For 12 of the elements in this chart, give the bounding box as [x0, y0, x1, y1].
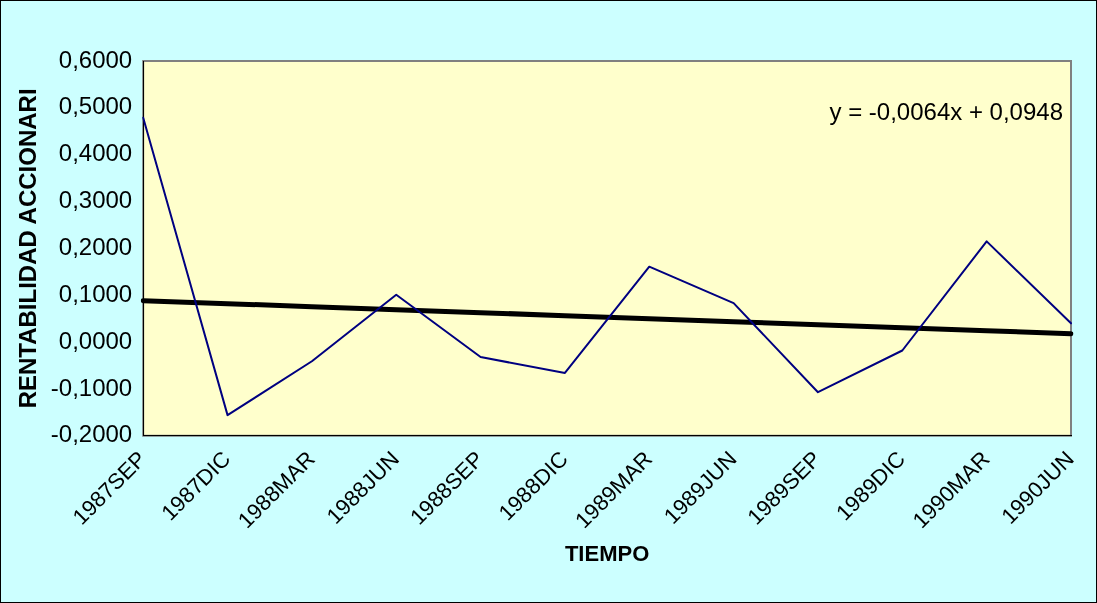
y-tick-label: -0,2000: [50, 420, 133, 448]
y-tick-label: 0,3000: [58, 186, 133, 214]
y-tick-label: 0,2000: [58, 233, 133, 260]
annotation: y = -0,0064x + 0,0948: [829, 97, 1063, 125]
y-tick-label: 0,5000: [58, 92, 133, 120]
y-tick-label: 0,4000: [58, 139, 133, 167]
y-tick-label: 0,1000: [58, 279, 133, 307]
x-axis-title: TIEMPO: [564, 540, 650, 566]
y-tick-label: 0,6000: [58, 45, 133, 73]
y-tick-label: 0,0000: [58, 326, 133, 354]
y-tick-label: -0,1000: [50, 373, 133, 401]
y-axis-title: RENTABILIDAD ACCIONARI: [14, 88, 42, 409]
